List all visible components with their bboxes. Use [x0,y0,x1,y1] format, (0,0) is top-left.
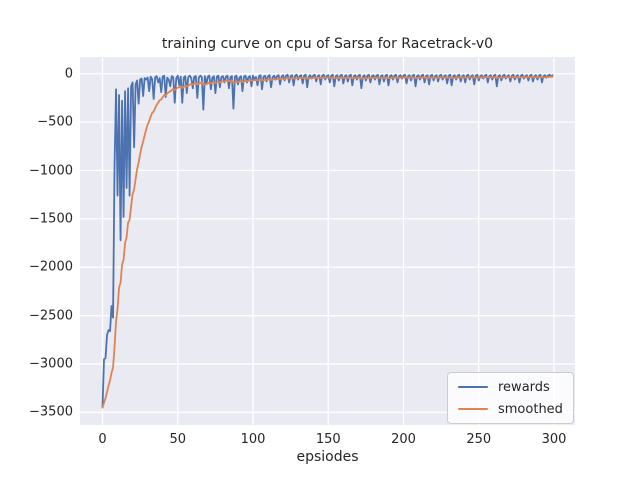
x-tick-label: 200 [391,432,416,447]
legend-item-rewards: rewards [458,378,563,396]
y-tick-label: −1000 [29,163,73,178]
legend: rewards smoothed [447,372,574,424]
x-tick-label: 250 [466,432,492,447]
x-tick-label: 100 [240,432,266,447]
x-tick-label: 0 [98,432,107,447]
smoothed-line-swatch [458,407,488,411]
x-tick-label: 150 [315,432,341,447]
y-tick-label: 0 [64,66,73,82]
legend-label-smoothed: smoothed [498,401,563,417]
y-tick-label: −3500 [29,404,73,420]
y-tick-label: −500 [37,114,73,130]
y-tick-label: −2000 [29,259,73,275]
y-tick-label: −2500 [29,308,73,324]
x-tick-label: 300 [541,432,567,447]
rewards-line-swatch [458,385,488,389]
series-line-rewards [101,73,554,409]
legend-label-rewards: rewards [498,379,550,395]
y-tick-label: −3000 [29,356,73,372]
x-tick-label: 50 [169,432,187,447]
series-line-smoothed [101,75,554,409]
legend-item-smoothed: smoothed [458,400,563,418]
y-tick-label: −1500 [29,211,73,227]
chart-title: training curve on cpu of Sarsa for Racet… [161,36,494,52]
x-axis-label: epsiodes [296,449,359,465]
